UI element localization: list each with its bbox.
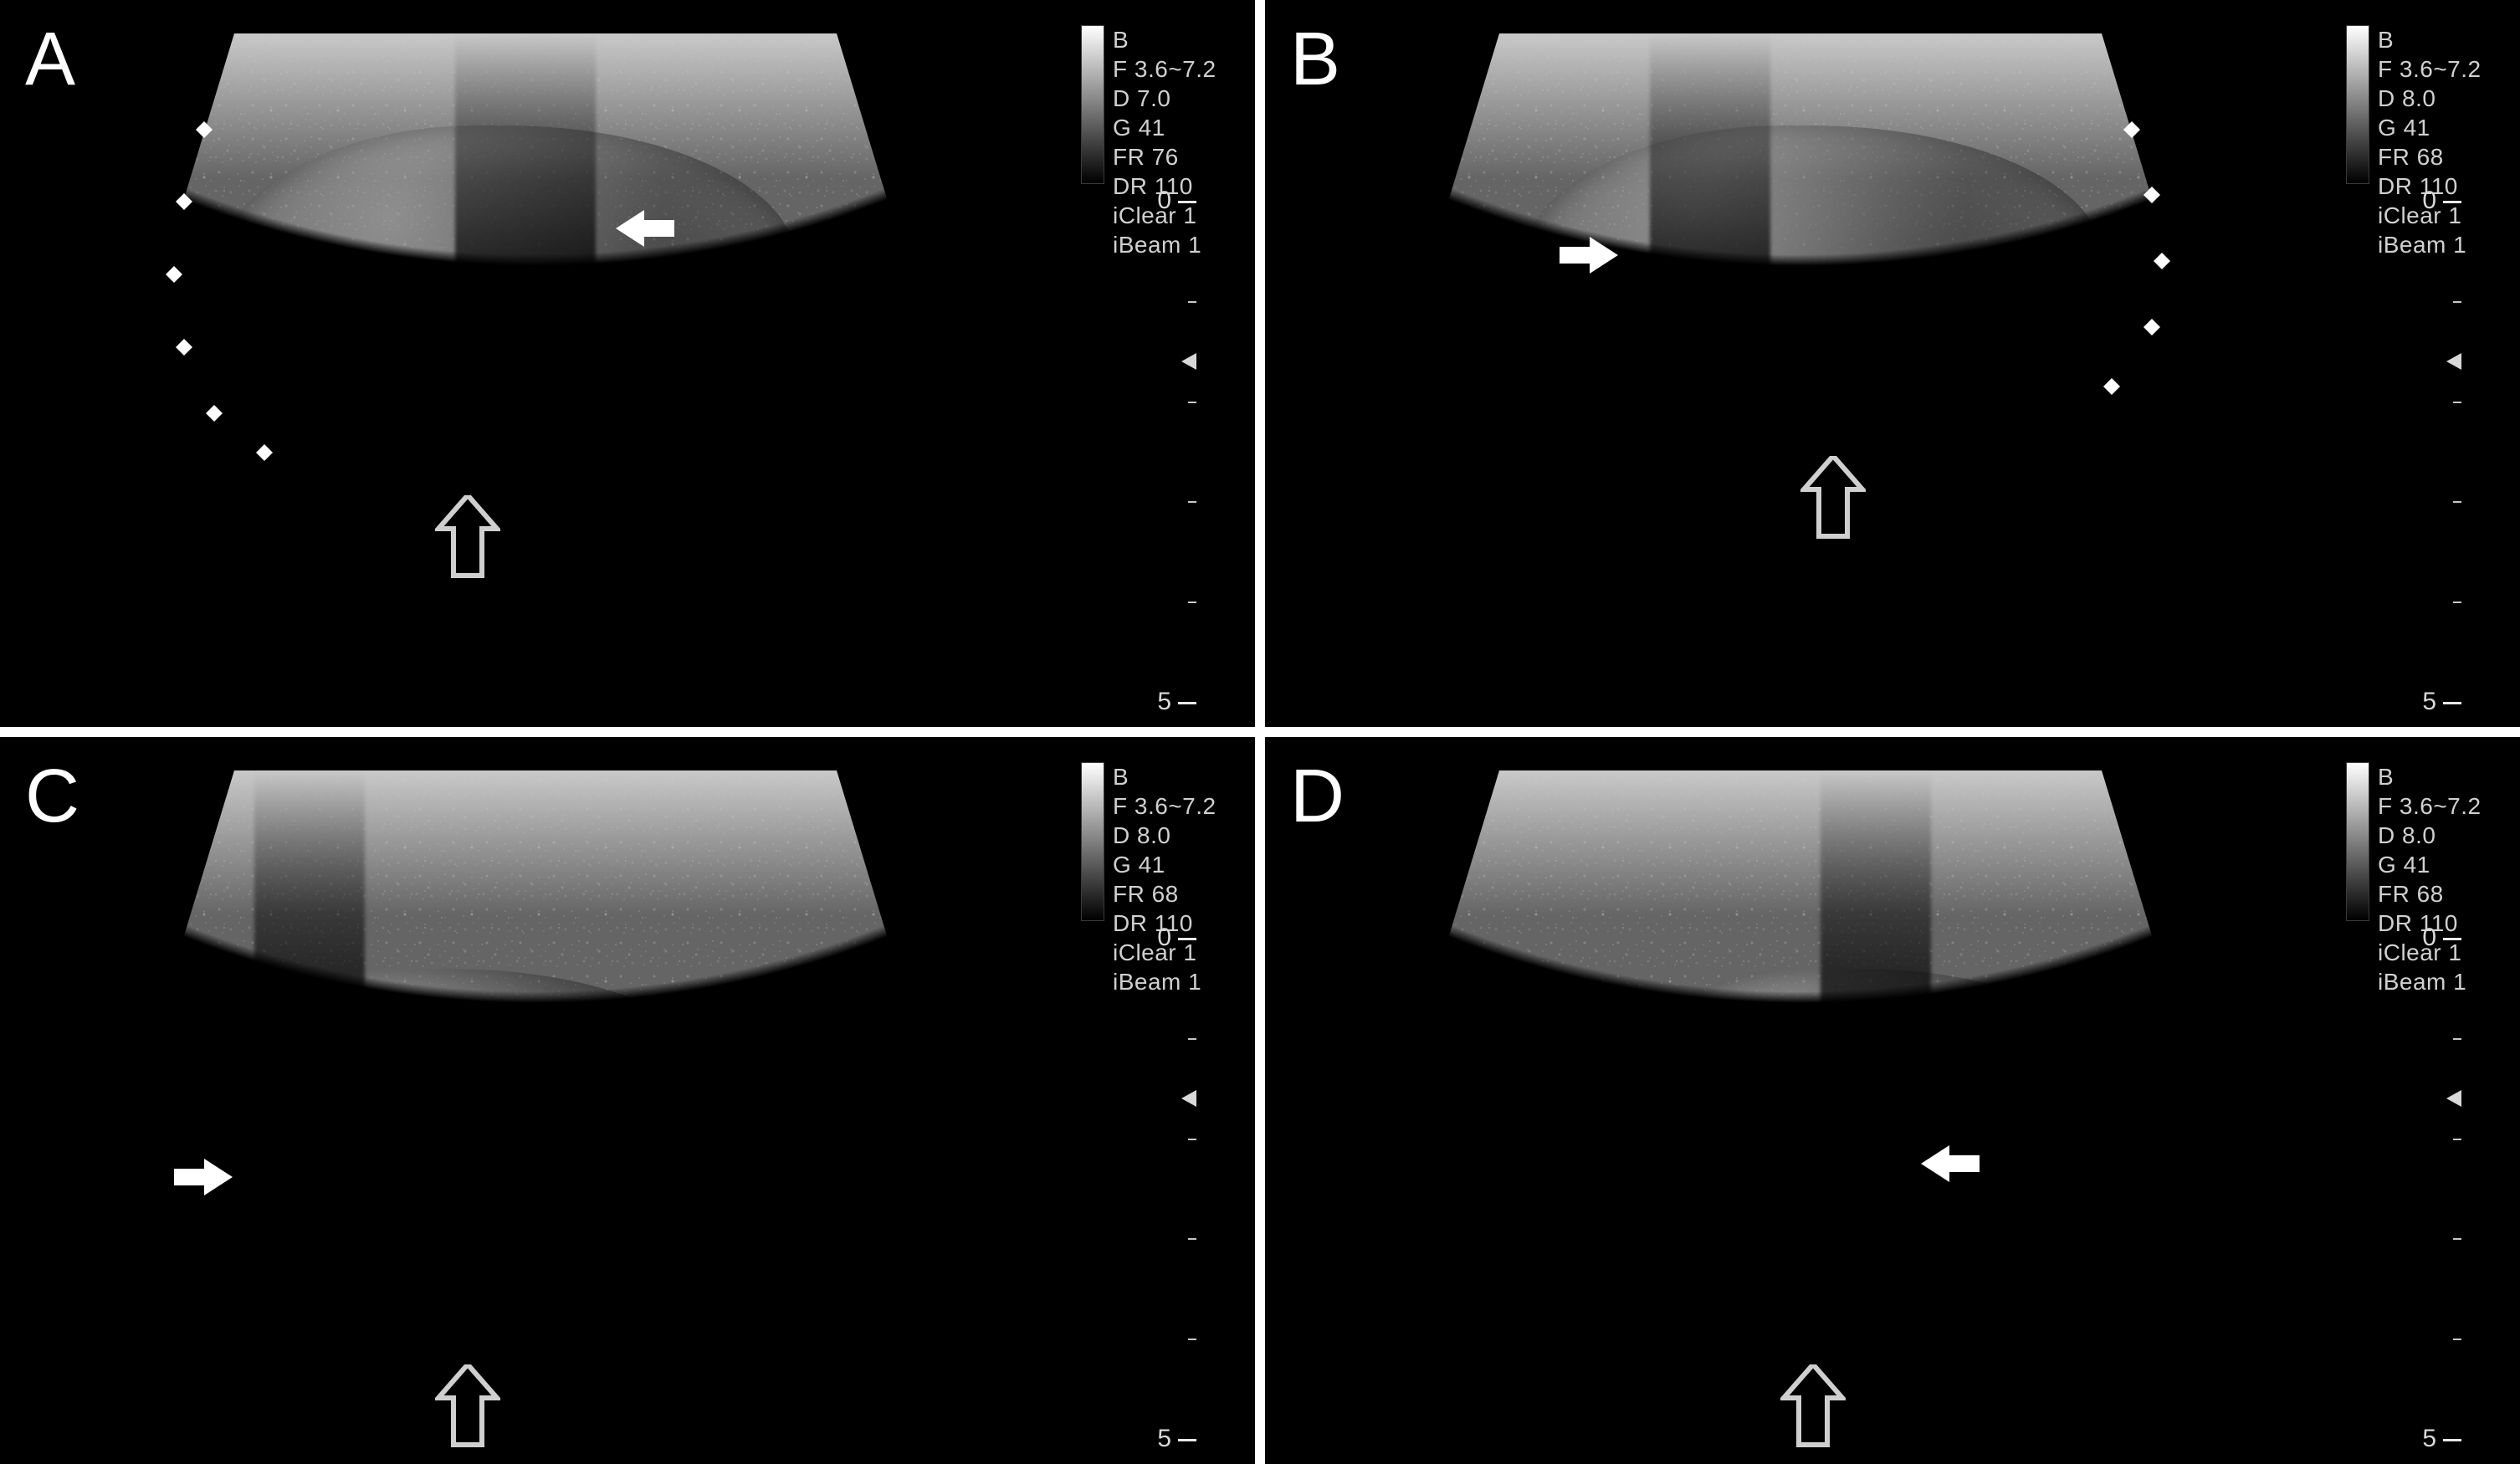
grayscale-bar: [2346, 762, 2369, 921]
solid-arrow: [616, 205, 674, 252]
margin-marker-icon: [2142, 317, 2162, 337]
param-f: F 3.6~7.2: [2378, 54, 2495, 84]
ruler-label-max: 5: [1157, 688, 1171, 716]
depth-ruler: 0 5: [1163, 938, 1196, 1439]
param-dr: DR 110: [1113, 909, 1230, 938]
ultrasound-scan-area: [33, 770, 1037, 1431]
panel-letter: C: [25, 754, 81, 840]
param-fr-val: 68: [1152, 881, 1179, 907]
panel-a: A: [0, 0, 1255, 727]
param-d: D 8.0: [2378, 84, 2495, 113]
ruler-label-0: 0: [1157, 924, 1171, 952]
param-d: D 8.0: [1113, 821, 1230, 850]
param-f-val: 3.6~7.2: [1135, 793, 1216, 819]
param-f-val: 3.6~7.2: [1135, 56, 1216, 82]
solid-arrow: [1560, 232, 1618, 279]
ruler-label-max: 5: [2422, 688, 2436, 716]
param-g: G 41: [1113, 850, 1230, 879]
overlay-right: B F 3.6~7.2 D 8.0 G 41 FR 68 DR 110 iCle…: [1046, 762, 1230, 1439]
ultrasound-figure-grid: A: [0, 0, 2520, 1464]
param-mode: B: [1113, 762, 1230, 791]
outline-arrow: [1780, 1364, 1846, 1448]
param-d-val: 7.0: [1137, 85, 1170, 111]
param-g-val: 41: [2404, 852, 2430, 878]
param-d-val: 8.0: [1137, 822, 1170, 848]
margin-marker-icon: [204, 403, 224, 423]
grayscale-bar: [1081, 25, 1104, 184]
panel-letter: B: [1290, 17, 1342, 103]
margin-marker-icon: [254, 443, 274, 463]
param-fr: FR 76: [1113, 142, 1230, 171]
param-f: F 3.6~7.2: [1113, 54, 1230, 84]
ultrasound-scan-area: [1298, 770, 2302, 1431]
scan-cone: [33, 33, 1037, 694]
ruler-label-0: 0: [2422, 924, 2436, 952]
margin-marker-icon: [174, 337, 194, 357]
ultrasound-scan-area: [33, 33, 1037, 694]
param-f-val: 3.6~7.2: [2400, 56, 2482, 82]
outline-arrow: [435, 495, 500, 579]
ruler-label-max: 5: [2422, 1425, 2436, 1453]
param-mode: B: [2378, 762, 2495, 791]
param-f: F 3.6~7.2: [2378, 791, 2495, 821]
param-d-val: 8.0: [2402, 822, 2435, 848]
margin-marker-icon: [2152, 251, 2172, 271]
margin-marker-icon: [164, 264, 184, 284]
panel-d: D B: [1265, 737, 2520, 1464]
panel-letter: D: [1290, 754, 1346, 840]
depth-ruler: 0 5: [2428, 201, 2461, 702]
ruler-label-0: 0: [1157, 187, 1171, 215]
param-d: D 7.0: [1113, 84, 1230, 113]
overlay-right: B F 3.6~7.2 D 7.0 G 41 FR 76 DR 110 iCle…: [1046, 25, 1230, 702]
param-dr: DR 110: [2378, 171, 2495, 201]
outline-arrow: [435, 1364, 500, 1448]
param-dr: DR 110: [2378, 909, 2495, 938]
depth-ruler: 0 5: [1163, 201, 1196, 702]
param-f: F 3.6~7.2: [1113, 791, 1230, 821]
ruler-label-max: 5: [1157, 1425, 1171, 1453]
grayscale-bar: [2346, 25, 2369, 184]
margin-marker-icon: [174, 192, 194, 212]
outline-arrow: [1800, 456, 1866, 540]
grayscale-bar: [1081, 762, 1104, 921]
solid-arrow: [1921, 1140, 1980, 1187]
param-g: G 41: [2378, 850, 2495, 879]
param-fr: FR 68: [2378, 879, 2495, 909]
param-fr-val: 76: [1152, 144, 1179, 170]
param-g-val: 41: [1139, 115, 1165, 141]
margin-marker-icon: [194, 120, 214, 140]
param-dr: DR 110: [1113, 171, 1230, 201]
margin-marker-icon: [2102, 376, 2122, 397]
panel-letter: A: [25, 17, 77, 103]
param-fr: FR 68: [1113, 879, 1230, 909]
ruler-label-0: 0: [2422, 187, 2436, 215]
param-d: D 8.0: [2378, 821, 2495, 850]
ultrasound-scan-area: [1298, 33, 2302, 694]
margin-marker-icon: [2142, 185, 2162, 205]
param-mode: B: [1113, 25, 1230, 54]
panel-c: C B: [0, 737, 1255, 1464]
margin-marker-icon: [2122, 120, 2142, 140]
param-mode: B: [2378, 25, 2495, 54]
overlay-right: B F 3.6~7.2 D 8.0 G 41 FR 68 DR 110 iCle…: [2311, 762, 2495, 1439]
overlay-right: B F 3.6~7.2 D 8.0 G 41 FR 68 DR 110 iCle…: [2311, 25, 2495, 702]
param-g: G 41: [1113, 113, 1230, 142]
panel-b: B: [1265, 0, 2520, 727]
param-f-val: 3.6~7.2: [2400, 793, 2482, 819]
param-fr-val: 68: [2417, 881, 2444, 907]
param-fr-val: 68: [2417, 144, 2444, 170]
param-g-val: 41: [1139, 852, 1165, 878]
solid-arrow: [174, 1154, 233, 1200]
param-d-val: 8.0: [2402, 85, 2435, 111]
param-fr: FR 68: [2378, 142, 2495, 171]
depth-ruler: 0 5: [2428, 938, 2461, 1439]
param-g-val: 41: [2404, 115, 2430, 141]
param-g: G 41: [2378, 113, 2495, 142]
